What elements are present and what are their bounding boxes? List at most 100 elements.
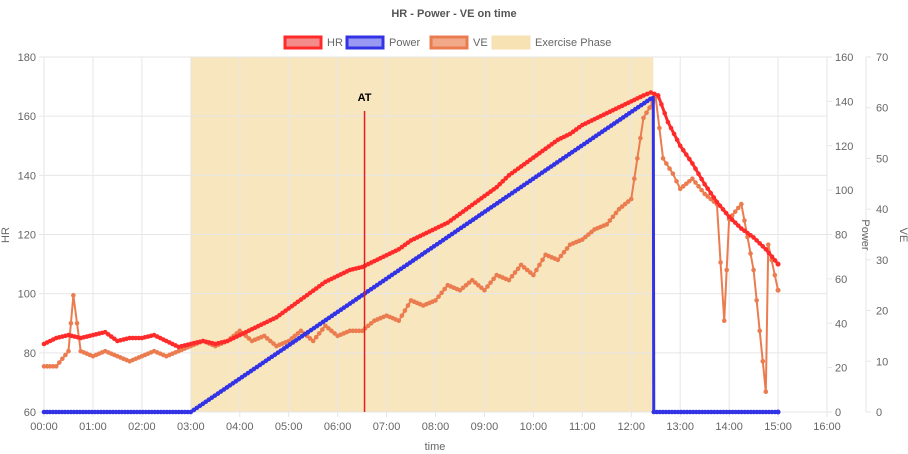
ve-point	[641, 115, 646, 121]
ve-point	[405, 303, 411, 308]
ve-point	[289, 336, 295, 341]
hr-point	[668, 125, 674, 131]
hr-tick-label: 160	[18, 111, 36, 123]
ve-point	[754, 298, 759, 303]
hr-point	[729, 217, 735, 223]
hr-point	[671, 131, 677, 137]
hr-point	[717, 203, 723, 208]
ve-point	[469, 277, 475, 283]
ve-point	[295, 331, 301, 336]
legend-item: Exercise Phase	[491, 35, 611, 50]
legend-swatch	[345, 35, 385, 50]
at-label: AT	[358, 92, 372, 104]
ve-point	[479, 285, 484, 291]
x-tick-label: 00:00	[30, 421, 58, 433]
hr-point	[726, 214, 732, 220]
power-tick-label: 20	[835, 363, 847, 375]
x-tick-label: 07:00	[373, 421, 401, 433]
ve-point	[298, 328, 304, 334]
ve-point	[310, 338, 316, 344]
ve-point	[628, 196, 634, 202]
ve-point	[396, 318, 402, 324]
x-tick-label: 05:00	[275, 421, 303, 433]
ve-point	[760, 358, 766, 364]
ve-point	[763, 389, 769, 395]
x-tick-label: 02:00	[128, 421, 156, 433]
ve-point	[677, 186, 683, 192]
ve-point	[66, 348, 71, 354]
power-tick-label: 160	[835, 52, 853, 64]
hr-point	[696, 171, 701, 177]
ve-point	[724, 267, 729, 273]
ve-point	[237, 328, 243, 334]
hr-tick-label: 100	[18, 289, 36, 301]
hr-point	[684, 152, 689, 157]
ve-point	[690, 176, 695, 182]
ve-point	[286, 338, 291, 344]
ve-point	[56, 360, 62, 365]
ve-point	[660, 156, 666, 161]
ve-point	[772, 272, 778, 278]
ve-point	[442, 286, 447, 292]
ve-point	[534, 267, 539, 273]
hr-axis-title: HR	[0, 227, 12, 243]
ve-point	[68, 320, 74, 326]
hr-point	[641, 93, 646, 98]
hr-point	[751, 235, 756, 240]
x-tick-label: 13:00	[666, 421, 694, 433]
hr-tick-label: 120	[18, 230, 36, 242]
ve-tick-label: 30	[876, 255, 888, 267]
x-tick-label: 09:00	[471, 421, 499, 433]
legend-label: Power	[389, 37, 421, 49]
legend-item: VE	[429, 35, 488, 50]
ve-tick-label: 40	[876, 204, 888, 216]
ve-point	[555, 257, 561, 263]
ve-point	[638, 135, 643, 141]
power-tick-label: 0	[835, 407, 841, 419]
ve-point	[751, 267, 756, 273]
ve-point	[657, 125, 662, 131]
ve-point	[506, 277, 512, 283]
hr-point	[648, 90, 654, 95]
hr-point	[705, 186, 711, 191]
x-tick-label: 04:00	[226, 421, 254, 433]
ve-point	[699, 187, 704, 193]
ve-point	[482, 287, 487, 293]
hr-point	[500, 178, 506, 184]
ve-point	[622, 201, 628, 207]
series-hr	[41, 90, 781, 350]
ve-point	[613, 210, 619, 216]
hr-point	[757, 241, 763, 246]
hr-point	[772, 258, 778, 263]
ve-point	[515, 266, 521, 272]
ve-point	[399, 313, 405, 318]
ve-point	[521, 265, 527, 270]
ve-point	[742, 218, 747, 223]
power-point	[647, 96, 653, 102]
ve-point	[607, 218, 613, 223]
ve-point	[264, 336, 270, 341]
ve-point	[561, 249, 567, 255]
ve-point	[488, 280, 493, 285]
ve-point	[307, 336, 313, 341]
power-axis-title: Power	[859, 219, 871, 251]
ve-point	[625, 199, 631, 204]
x-tick-label: 03:00	[177, 421, 205, 433]
hr-point	[699, 176, 704, 182]
ve-point	[528, 270, 533, 275]
hr-point	[644, 91, 650, 97]
ve-point	[518, 262, 524, 268]
ve-point	[757, 328, 763, 334]
ve-point	[558, 253, 564, 259]
grid	[39, 56, 828, 417]
ve-point	[721, 318, 727, 324]
ve-point	[674, 178, 679, 184]
x-tick-label: 01:00	[79, 421, 107, 433]
hr-point	[766, 250, 772, 256]
hr-point	[708, 190, 714, 196]
ve-point	[748, 251, 753, 256]
ve-point	[332, 331, 337, 336]
ve-point	[326, 326, 331, 331]
ve-point	[564, 246, 570, 251]
